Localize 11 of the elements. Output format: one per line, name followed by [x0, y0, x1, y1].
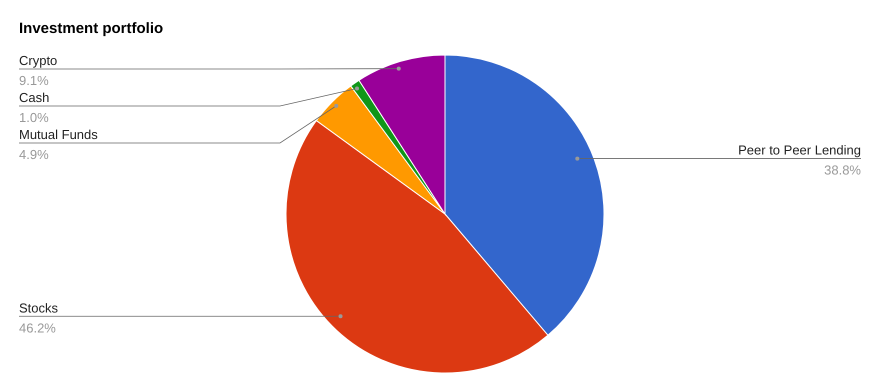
chart-title: Investment portfolio	[19, 20, 164, 37]
slice-label: Crypto	[19, 53, 58, 68]
data-label: 9.1%	[19, 73, 50, 88]
slice-label: Stocks	[19, 300, 59, 316]
slice-label: Mutual Funds	[19, 127, 98, 142]
data-label: 1.0%	[19, 110, 50, 125]
slice-label: Cash	[19, 90, 50, 105]
data-label: 4.9%	[19, 147, 50, 162]
data-label: 46.2%	[19, 320, 56, 336]
data-label: 38.8%	[824, 162, 862, 178]
slice-label: Peer to Peer Lending	[738, 142, 861, 158]
